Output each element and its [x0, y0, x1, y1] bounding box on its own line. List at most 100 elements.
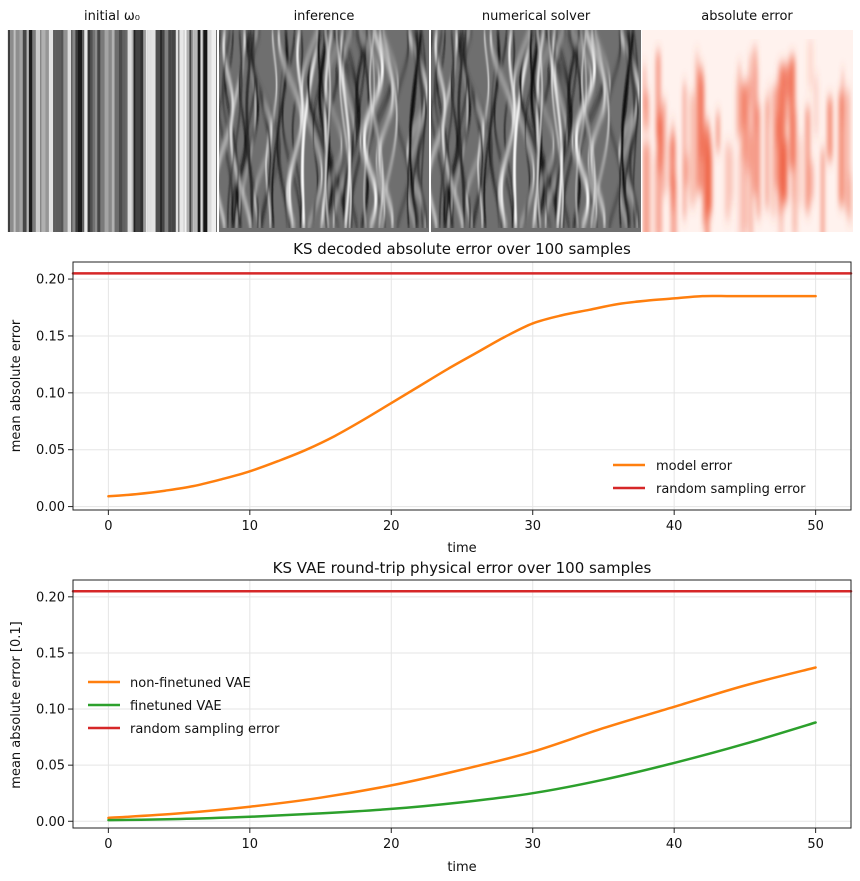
field-streak — [321, 30, 345, 229]
chart2-x-axis-label: time — [447, 860, 476, 875]
image-panels: initial ω₀ inference numerical solver ab… — [7, 9, 853, 232]
field-stripe — [127, 30, 132, 232]
field-streak — [435, 30, 451, 229]
field-stripe — [203, 30, 208, 232]
field-streak — [363, 30, 375, 229]
field-streak — [277, 30, 303, 229]
field-streak — [247, 30, 272, 229]
field-streak — [406, 30, 419, 229]
field-stripe — [82, 30, 85, 232]
error-streak — [683, 155, 690, 186]
error-streak — [750, 133, 753, 232]
field-streak — [590, 30, 610, 229]
field-stripe — [207, 30, 212, 232]
error-streak — [821, 149, 825, 232]
chart2-y-axis-label: mean absolute error [0.1] — [9, 621, 24, 788]
field-streak — [606, 30, 622, 229]
x-tick-label: 20 — [383, 519, 400, 534]
field-streak — [530, 30, 561, 229]
field-stripe — [111, 30, 115, 232]
field-stripe — [100, 30, 105, 232]
field-stripe — [53, 30, 56, 232]
field-stripe — [147, 30, 152, 232]
error-streak — [642, 92, 650, 130]
field-stripe — [131, 30, 133, 232]
field-stripe — [216, 30, 217, 232]
field-streak — [503, 30, 516, 229]
error-streak — [784, 66, 792, 99]
field-stripe — [87, 30, 91, 232]
error-streak — [756, 105, 761, 218]
field-streak — [309, 30, 326, 229]
field-stripe — [197, 30, 201, 232]
field-stripe — [175, 30, 179, 232]
chart-vae-round-trip-error: KS VAE round-trip physical error over 10… — [9, 559, 853, 875]
panel-title-initial: initial ω₀ — [84, 9, 140, 24]
chart-decoded-error: KS decoded absolute error over 100 sampl… — [9, 240, 853, 556]
error-streak — [655, 153, 658, 232]
field-stripe — [125, 30, 128, 232]
y-tick-label: 0.00 — [36, 500, 65, 515]
error-streak — [697, 67, 704, 192]
error-streak — [683, 83, 686, 219]
panel-title-absolute-error: absolute error — [701, 9, 793, 24]
field-stripe — [184, 30, 187, 232]
field-stripe — [180, 30, 184, 232]
field-streak — [548, 30, 563, 229]
field-stripe — [164, 30, 169, 232]
panel-inference-field — [219, 30, 429, 232]
field-stripe — [92, 30, 96, 232]
x-tick-label: 50 — [807, 837, 824, 852]
field-stripe — [122, 30, 126, 232]
error-streak — [737, 64, 742, 135]
field-streak — [431, 30, 446, 229]
field-streak — [521, 30, 538, 229]
chart1-legend: model error random sampling error — [613, 459, 806, 497]
error-streak — [753, 65, 759, 130]
field-stripe — [200, 30, 202, 232]
field-stripe — [135, 30, 141, 232]
field-stripe — [193, 30, 195, 232]
field-streak — [438, 30, 455, 228]
error-streak — [782, 140, 788, 203]
field-streak — [431, 30, 446, 111]
field-streak — [493, 30, 514, 229]
field-streak — [276, 30, 292, 229]
chart1-legend-label-model-error: model error — [656, 459, 733, 474]
field-stripe — [114, 30, 119, 232]
y-tick-label: 0.05 — [36, 443, 65, 458]
y-tick-label: 0.20 — [36, 590, 65, 605]
field-stripe — [160, 30, 162, 232]
field-streak — [488, 30, 504, 229]
chart2-grid — [73, 580, 851, 828]
field-streak — [544, 30, 573, 229]
panel-title-inference: inference — [294, 9, 355, 24]
field-stripe — [8, 30, 10, 232]
field-stripe — [168, 30, 172, 232]
field-streak — [226, 30, 243, 228]
field-streak — [513, 30, 533, 229]
field-stripe — [19, 30, 23, 232]
field-stripe — [189, 30, 192, 232]
chart1-ticks: 0 10 20 30 40 50 0.00 0.05 0.10 0.15 0.20 — [36, 273, 824, 534]
y-tick-label: 0.10 — [36, 703, 65, 718]
field-stripe — [72, 30, 76, 232]
chart2-legend-label-non-finetuned: non-finetuned VAE — [130, 676, 251, 691]
chart2-legend-label-finetuned: finetuned VAE — [130, 699, 222, 714]
error-streak — [797, 136, 804, 207]
field-stripe — [41, 30, 46, 232]
field-stripe — [40, 30, 42, 232]
chart1-y-axis-label: mean absolute error — [9, 319, 24, 452]
field-streak — [618, 30, 631, 229]
error-streak — [807, 39, 814, 89]
field-stripe — [201, 30, 204, 232]
series-line-non-finetuned-vae — [107, 666, 817, 820]
error-streak — [670, 182, 677, 232]
field-stripe — [108, 30, 112, 232]
field-stripe — [140, 30, 144, 232]
field-stripe — [97, 30, 101, 232]
error-streak — [704, 133, 712, 216]
field-stripe — [28, 30, 33, 232]
field-streak — [221, 30, 243, 229]
